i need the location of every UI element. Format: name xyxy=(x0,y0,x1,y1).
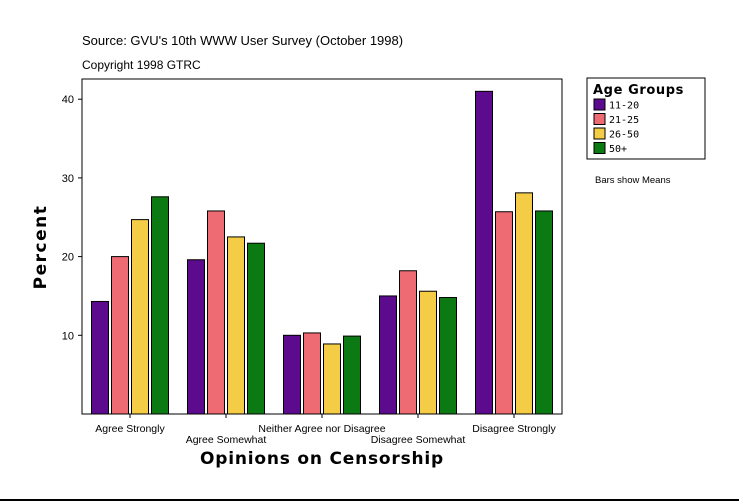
x-tick-label: Agree Strongly xyxy=(95,423,165,435)
bar xyxy=(247,242,265,415)
copyright-text: Copyright 1998 GTRC xyxy=(82,58,201,72)
bar xyxy=(303,332,321,415)
legend: Age Groups 11-20 21-25 26-50 50+ xyxy=(586,77,706,160)
legend-title: Age Groups xyxy=(593,83,684,98)
bar xyxy=(343,335,361,415)
legend-swatch xyxy=(593,127,606,140)
legend-label: 26-50 xyxy=(609,130,639,141)
bars-note: Bars show Means xyxy=(595,175,671,186)
bar xyxy=(111,256,129,415)
legend-label: 50+ xyxy=(609,144,627,155)
bars-group xyxy=(91,90,553,415)
bar xyxy=(379,295,397,415)
bar xyxy=(187,259,205,415)
bar xyxy=(323,343,341,415)
x-tick-label: Agree Somewhat xyxy=(186,434,267,446)
legend-swatch xyxy=(593,98,606,111)
bar xyxy=(475,90,493,415)
bar xyxy=(207,210,225,415)
bar xyxy=(515,192,533,415)
bar xyxy=(283,334,301,415)
legend-label: 11-20 xyxy=(609,101,639,112)
y-tick-label: 10 xyxy=(62,330,74,342)
legend-box xyxy=(586,77,706,160)
x-axis-label: Opinions on Censorship xyxy=(200,449,444,469)
bar xyxy=(91,300,109,415)
y-tick-label: 40 xyxy=(62,94,74,106)
x-tick-label: Disagree Strongly xyxy=(472,423,556,435)
source-text: Source: GVU's 10th WWW User Survey (Octo… xyxy=(82,33,403,48)
x-tick-label: Disagree Somewhat xyxy=(371,434,466,446)
legend-label: 21-25 xyxy=(609,115,639,126)
bar xyxy=(399,270,417,415)
bar xyxy=(535,210,553,415)
bar xyxy=(151,196,169,415)
y-tick-label: 20 xyxy=(62,252,74,264)
bar xyxy=(495,211,513,415)
y-axis: 10 20 30 40 xyxy=(62,94,82,342)
bar xyxy=(131,219,149,415)
legend-swatch xyxy=(593,142,606,154)
legend-swatch xyxy=(593,113,606,125)
x-tick-label: Neither Agree nor Disagree xyxy=(258,423,385,435)
bar xyxy=(227,236,245,415)
y-tick-label: 30 xyxy=(62,173,74,185)
y-axis-label: Percent xyxy=(31,205,51,290)
bar xyxy=(439,297,457,415)
bar xyxy=(419,290,437,415)
